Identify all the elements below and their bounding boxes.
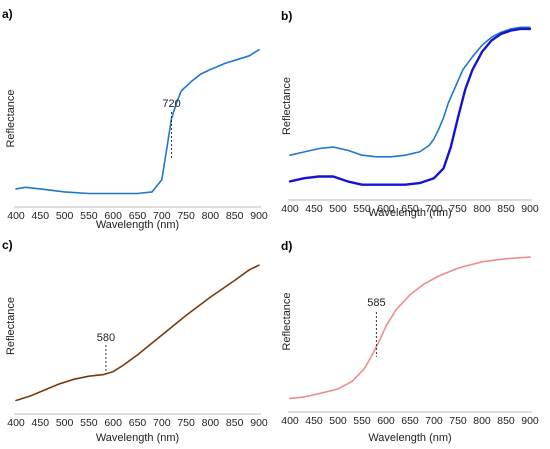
panel-label: d) <box>281 239 292 253</box>
x-tick-label: 550 <box>80 417 98 429</box>
x-tick-label: 550 <box>353 203 371 215</box>
x-tick-label: 750 <box>449 203 467 215</box>
x-tick-label: 900 <box>250 417 268 429</box>
x-tick-label: 650 <box>129 210 147 222</box>
y-axis-title: Reflectance <box>5 297 17 355</box>
y-axis-title: Reflectance <box>281 292 293 350</box>
x-tick-label: 900 <box>521 203 539 215</box>
x-tick-label: 550 <box>353 415 371 427</box>
series-line-1 <box>15 264 260 402</box>
x-tick-label: 500 <box>56 417 74 429</box>
x-tick-label: 450 <box>305 203 323 215</box>
x-axis-title: Wavelength (nm) <box>368 207 451 219</box>
x-tick-label: 500 <box>56 210 74 222</box>
y-axis-title: Reflectance <box>281 77 293 135</box>
x-tick-label: 800 <box>202 417 220 429</box>
chart-panel-4: d) 400 450 500 550 600 650 700 750 800 850 900 Wavel… <box>281 239 539 444</box>
x-tick-label: 650 <box>129 417 147 429</box>
x-axis-title: Wavelength (nm) <box>96 219 179 231</box>
x-tick-label: 750 <box>177 210 195 222</box>
panel-label: a) <box>2 7 13 21</box>
chart-panel-2: b) 400 450 500 550 600 650 700 750 800 850 900 Wavel… <box>281 9 539 219</box>
x-tick-label: 700 <box>425 415 443 427</box>
x-tick-label: 500 <box>329 203 347 215</box>
x-tick-label: 850 <box>226 417 244 429</box>
x-tick-label: 500 <box>329 415 347 427</box>
x-tick-label: 450 <box>305 415 323 427</box>
x-tick-label: 400 <box>281 203 299 215</box>
x-tick-label: 600 <box>104 417 122 429</box>
x-tick-label: 850 <box>497 415 515 427</box>
x-tick-label: 900 <box>250 210 268 222</box>
x-tick-label: 450 <box>32 417 50 429</box>
series-line-1 <box>15 48 260 195</box>
annotation-label: 585 <box>367 297 385 309</box>
x-tick-label: 750 <box>177 417 195 429</box>
x-tick-label: 700 <box>153 417 171 429</box>
x-tick-label: 650 <box>401 203 419 215</box>
annotation-label: 580 <box>97 332 115 344</box>
x-tick-label: 800 <box>473 203 491 215</box>
x-tick-label: 850 <box>497 203 515 215</box>
y-axis-title: Reflectance <box>5 89 17 147</box>
x-tick-label: 650 <box>401 415 419 427</box>
chart-panel-1: a) 400 450 500 550 600 650 700 750 800 850 900 Wavel… <box>2 7 268 231</box>
x-tick-label: 400 <box>281 415 299 427</box>
x-tick-label: 400 <box>7 210 25 222</box>
x-tick-label: 800 <box>473 415 491 427</box>
x-tick-label: 600 <box>377 415 395 427</box>
x-axis-title: Wavelength (nm) <box>96 432 179 444</box>
x-tick-label: 450 <box>32 210 50 222</box>
chart-panel-3: c) 400 450 500 550 600 650 700 750 800 850 900 Wavel… <box>2 238 268 444</box>
x-axis-title: Wavelength (nm) <box>368 432 451 444</box>
panel-label: c) <box>2 238 13 252</box>
x-tick-label: 700 <box>153 210 171 222</box>
x-tick-label: 550 <box>80 210 98 222</box>
panel-label: b) <box>281 9 292 23</box>
annotation-label: 720 <box>162 98 180 110</box>
x-tick-label: 600 <box>377 203 395 215</box>
x-tick-label: 750 <box>449 415 467 427</box>
series-line-1 <box>289 26 531 158</box>
x-tick-label: 900 <box>521 415 539 427</box>
x-tick-label: 850 <box>226 210 244 222</box>
x-tick-label: 800 <box>202 210 220 222</box>
series-line-1 <box>289 256 531 400</box>
x-tick-label: 400 <box>7 417 25 429</box>
x-tick-label: 700 <box>425 203 443 215</box>
x-tick-label: 600 <box>104 210 122 222</box>
series-line-2 <box>288 27 532 186</box>
